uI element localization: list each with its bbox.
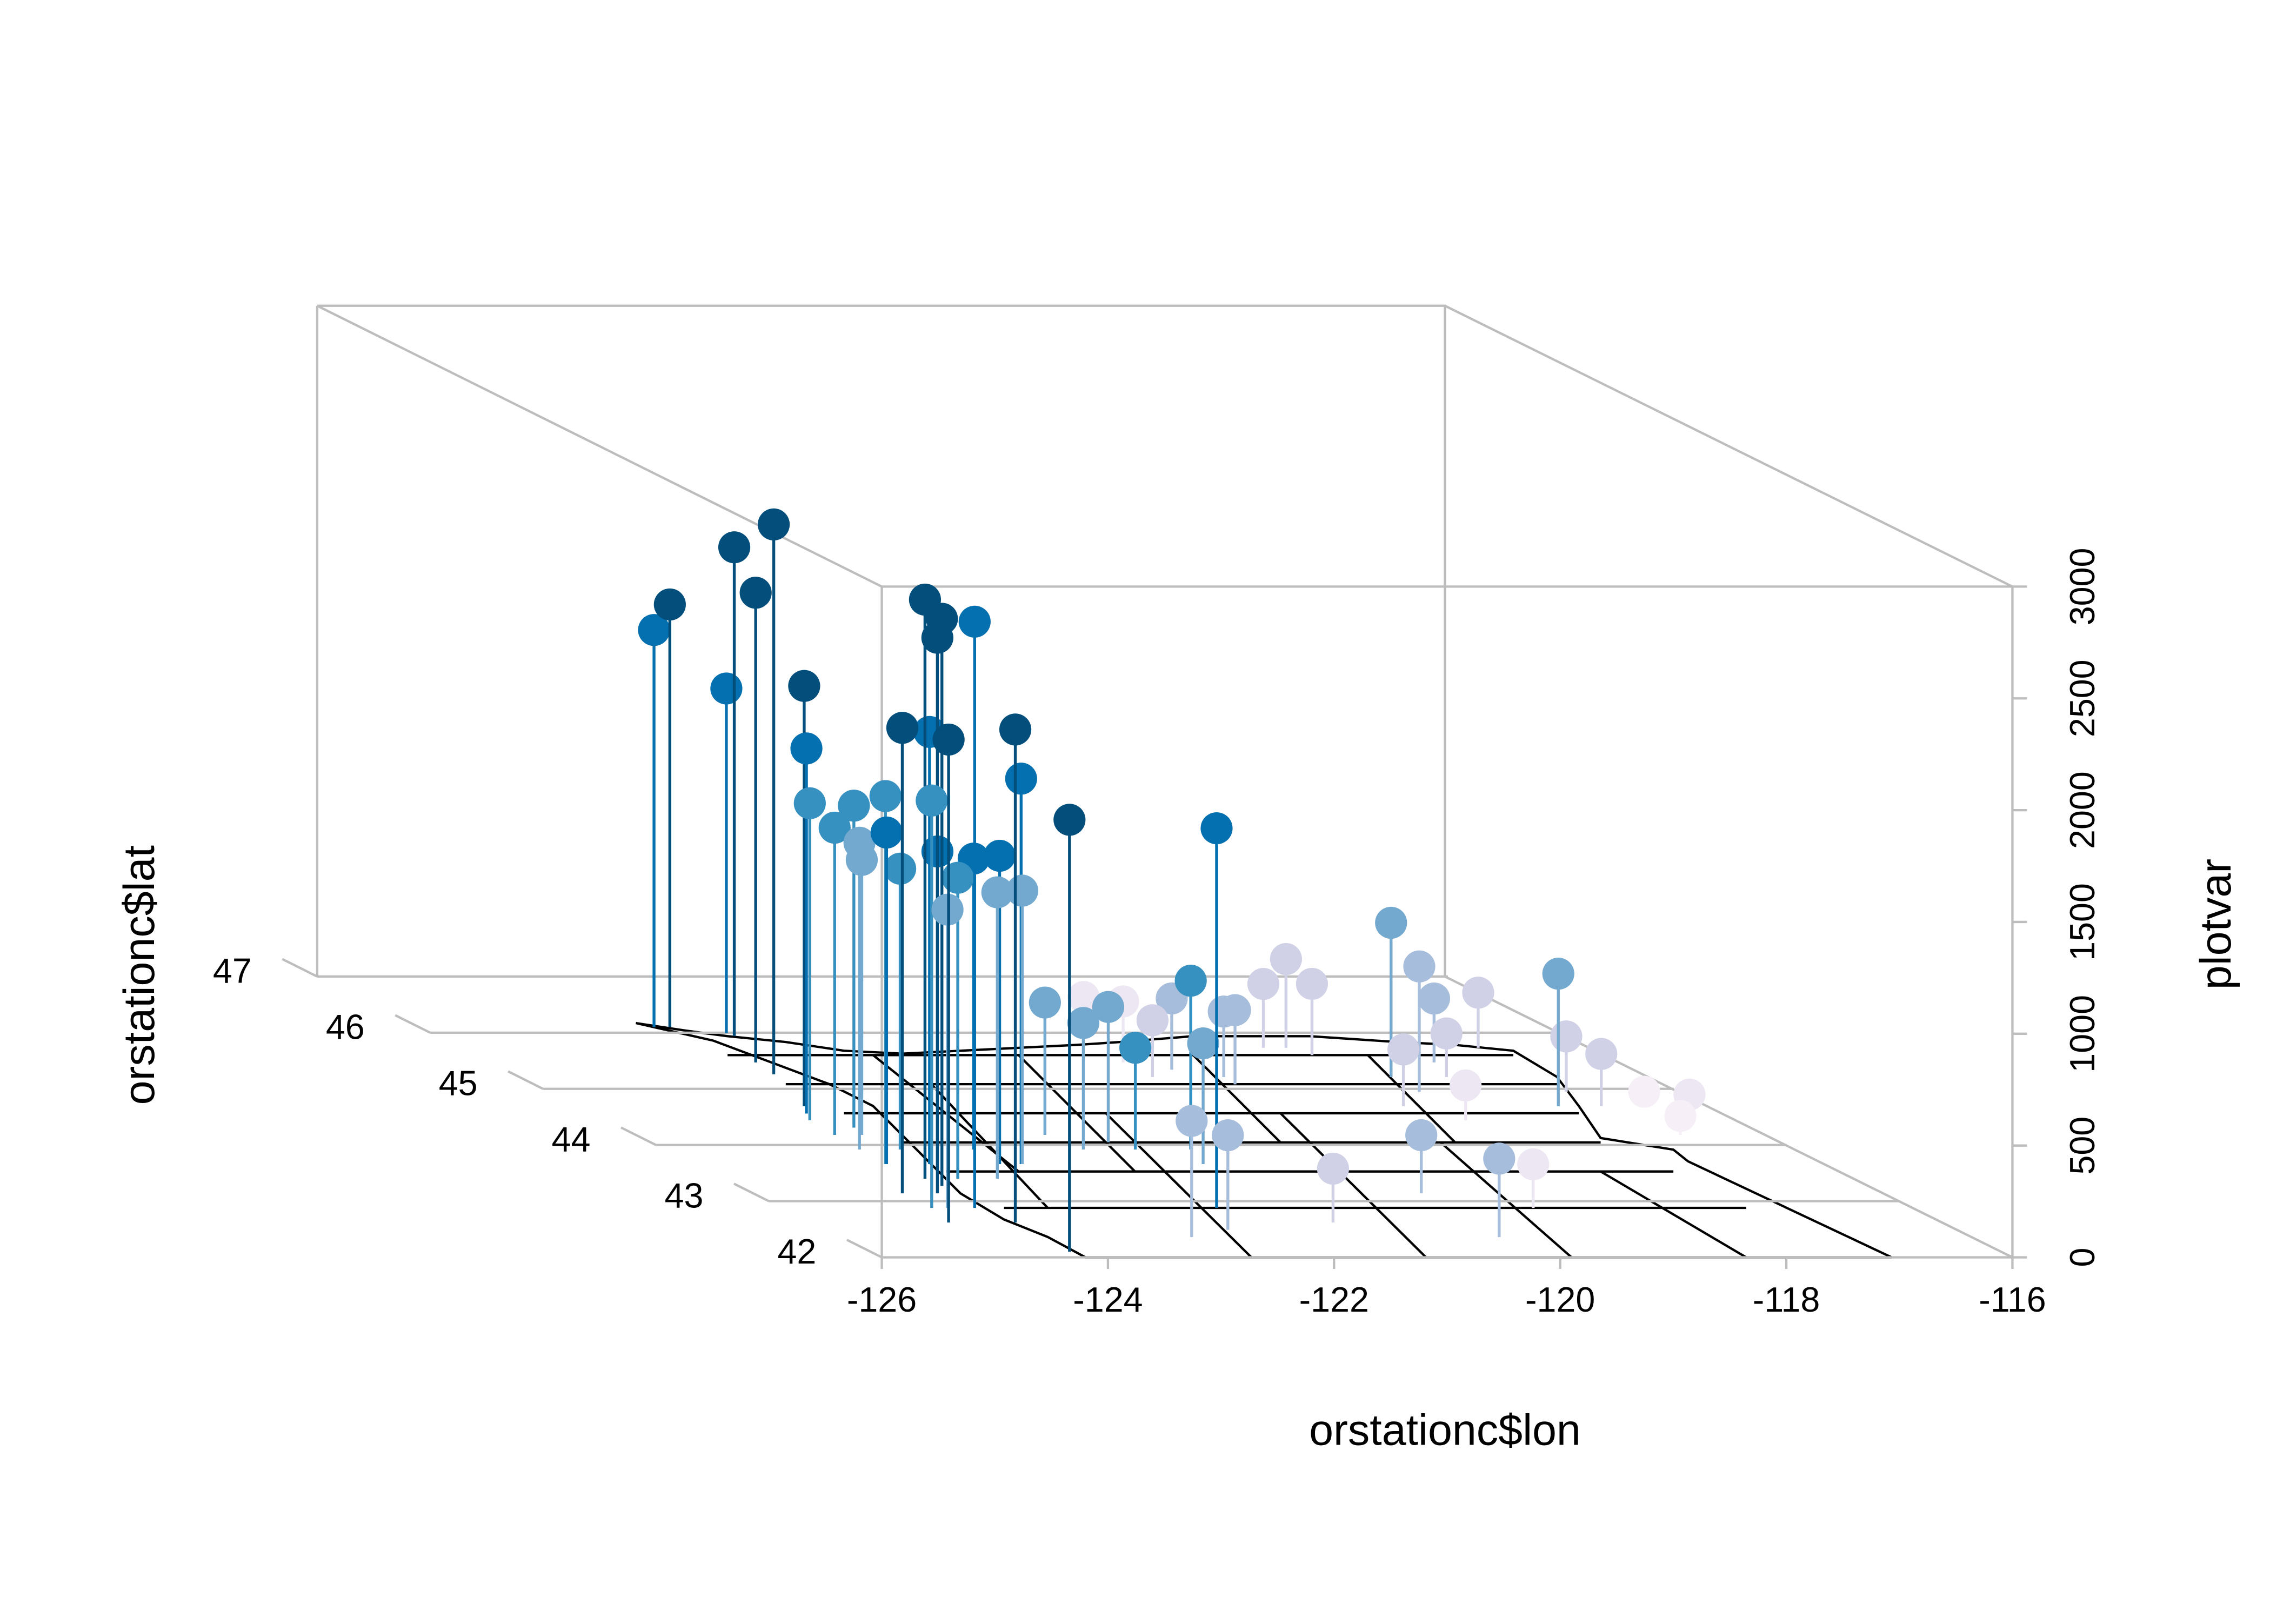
z-tick-label: 2000 [2063, 771, 2102, 849]
point [788, 670, 820, 702]
x-tick-label: -126 [847, 1280, 917, 1319]
point [1462, 977, 1494, 1009]
y-tick [508, 1070, 544, 1090]
point [1403, 950, 1436, 983]
point [1418, 982, 1450, 1015]
point [843, 826, 876, 859]
z-axis-title: plotvar [2192, 859, 2240, 990]
point [1067, 981, 1100, 1013]
point [1219, 994, 1251, 1026]
point [757, 508, 790, 541]
point [1174, 965, 1207, 997]
point [1387, 1033, 1420, 1066]
x-tick-label: -124 [1073, 1280, 1143, 1319]
point [1317, 1152, 1349, 1185]
y-axis-title: orstationc$lat [115, 845, 164, 1105]
y-tick-label: 45 [439, 1064, 478, 1102]
points [638, 508, 1706, 1252]
point [793, 787, 826, 819]
x-tick-label: -118 [1753, 1280, 1820, 1319]
point [1212, 1119, 1244, 1152]
point [638, 614, 670, 646]
point [870, 816, 903, 849]
point [1136, 1004, 1169, 1037]
point [921, 621, 953, 654]
z-tick-label: 2500 [2063, 659, 2102, 737]
z-tick-label: 1500 [2063, 883, 2102, 961]
y-tick [282, 958, 318, 978]
point [1053, 804, 1086, 836]
point [1247, 967, 1280, 1000]
point [1029, 986, 1061, 1019]
z-tick-label: 500 [2063, 1117, 2102, 1175]
point [1296, 967, 1328, 1000]
point [818, 811, 851, 844]
point [718, 531, 751, 564]
point [1450, 1069, 1482, 1102]
point [1550, 1020, 1583, 1053]
point [981, 876, 1013, 908]
y-tick [620, 1126, 657, 1146]
y-tick-label: 46 [326, 1008, 365, 1047]
point [1375, 906, 1407, 939]
x-tick-label: -122 [1299, 1280, 1369, 1319]
point [790, 732, 823, 765]
point [932, 723, 965, 756]
box-edges [316, 304, 2014, 1259]
point [942, 861, 974, 894]
point [1517, 1148, 1550, 1181]
x-tick-label: -116 [1979, 1280, 2046, 1319]
z-tick-label: 0 [2063, 1248, 2102, 1267]
point [1005, 763, 1037, 795]
point [886, 712, 919, 744]
point [1119, 1032, 1152, 1064]
point [1542, 958, 1574, 990]
point [1200, 812, 1233, 845]
y-tick [846, 1239, 883, 1259]
point [958, 605, 991, 638]
point [1176, 1105, 1208, 1137]
y-tick-label: 47 [213, 952, 252, 991]
y-tick-label: 44 [552, 1120, 591, 1159]
point [838, 790, 870, 822]
point [1092, 991, 1125, 1023]
box [316, 304, 2014, 1259]
point [1405, 1119, 1438, 1152]
point [916, 784, 948, 817]
map-counties [727, 1054, 1747, 1259]
point [1067, 1007, 1100, 1039]
z-tick-label: 1000 [2063, 995, 2102, 1073]
z-tick-label: 3000 [2063, 548, 2102, 626]
point [1270, 943, 1302, 975]
point [1187, 1027, 1219, 1060]
point [1483, 1142, 1515, 1175]
point [653, 588, 686, 621]
point [1430, 1017, 1463, 1050]
point [1585, 1038, 1618, 1070]
point [1664, 1100, 1697, 1132]
y-tick-label: 43 [665, 1176, 704, 1215]
y-tick [395, 1014, 431, 1034]
point [710, 672, 743, 705]
point [1628, 1075, 1660, 1108]
y-tick [733, 1182, 770, 1202]
state-map [636, 1021, 1892, 1259]
point [999, 713, 1032, 746]
point [983, 839, 1016, 872]
x-tick-label: -120 [1525, 1280, 1595, 1319]
y-tick-label: 42 [778, 1232, 817, 1271]
x-axis-title: orstationc$lon [1309, 1406, 1581, 1455]
map-outline [636, 1021, 1892, 1259]
axes: 42 43 44 45 46 47 -126 -124 -122 -120 -118 -116 0 500… [213, 548, 2102, 1320]
point [884, 852, 917, 885]
point [739, 577, 772, 609]
point [869, 780, 902, 812]
